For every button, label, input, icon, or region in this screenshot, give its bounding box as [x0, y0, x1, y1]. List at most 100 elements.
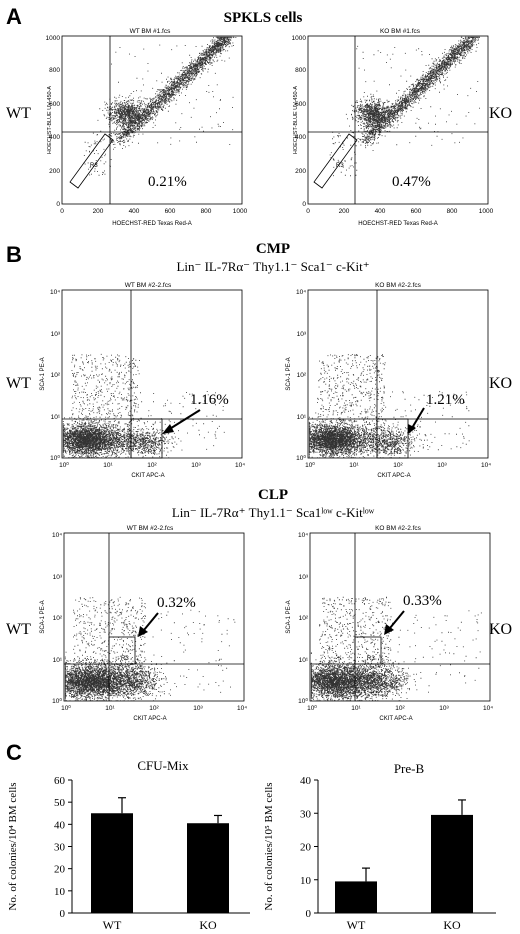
svg-text:10⁰: 10⁰ — [296, 454, 306, 462]
svg-text:10⁰: 10⁰ — [50, 454, 60, 462]
svg-text:10²: 10² — [297, 372, 307, 379]
x-axis-label: CKIT APC-A — [379, 716, 412, 722]
svg-text:10⁴: 10⁴ — [237, 705, 247, 712]
gate-percent: 1.16% — [190, 392, 229, 408]
svg-text:600: 600 — [295, 101, 306, 108]
gate-percent: 0.47% — [392, 174, 431, 190]
category-label: KO — [199, 918, 217, 932]
y-tick-label: 50 — [54, 797, 66, 809]
gate-percent: 0.33% — [403, 593, 442, 609]
panel-letter-a: A — [6, 4, 22, 29]
svg-text:0: 0 — [306, 208, 310, 215]
arrow-to-gate — [411, 407, 425, 429]
y-axis-label: SCA-1 PE-A — [286, 600, 292, 633]
category-label: WT — [103, 918, 122, 932]
clp-title: CLP — [258, 487, 288, 503]
gate-label: R3 — [394, 450, 402, 456]
plot-file-label: KO BM #2-2.fcs — [375, 525, 422, 532]
arrowhead — [384, 624, 394, 635]
panel-a-row-label-wt: WT — [6, 105, 31, 122]
y-tick-labels: 0 200 400 600 800 1000 — [46, 35, 61, 208]
y-axis-label: SCA-1 PE-A — [286, 357, 292, 390]
cmp-subtitle: Lin⁻ IL-7Rα⁻ Thy1.1⁻ Sca1⁻ c-Kit⁺ — [176, 259, 369, 274]
svg-text:400: 400 — [129, 208, 140, 215]
category-label: KO — [443, 918, 461, 932]
svg-text:10²: 10² — [393, 462, 403, 469]
svg-text:10¹: 10¹ — [351, 705, 361, 712]
svg-text:10³: 10³ — [439, 705, 449, 712]
gate-percent: 1.21% — [426, 392, 465, 408]
svg-text:1000: 1000 — [292, 35, 307, 42]
arrow-to-gate — [167, 409, 201, 431]
svg-text:200: 200 — [49, 168, 60, 175]
clp-subtitle: Lin⁻ IL-7Rα⁺ Thy1.1⁻ Sca1ˡᵒʷ c-Kitˡᵒʷ — [172, 505, 375, 520]
svg-text:10¹: 10¹ — [297, 414, 307, 421]
bar-chart-cfu-mix: CFU-Mix No. of colonies/10⁴ BM cells 0 10 20… — [7, 758, 250, 932]
svg-text:800: 800 — [49, 67, 60, 74]
gate-percent: 0.32% — [157, 595, 196, 611]
svg-text:10³: 10³ — [297, 331, 307, 338]
svg-text:10⁴: 10⁴ — [52, 532, 62, 539]
svg-text:0: 0 — [302, 201, 306, 208]
y-log-tick-labels: 10⁰ 10¹ 10² 10³ 10⁴ — [52, 532, 63, 705]
svg-text:10⁰: 10⁰ — [59, 461, 69, 469]
x-log-tick-labels: 10⁰ 10¹ 10² 10³ 10⁴ — [305, 461, 491, 469]
svg-text:200: 200 — [339, 208, 350, 215]
y-tick-labels: 0 200 400 600 800 1000 — [292, 35, 307, 208]
svg-text:10³: 10³ — [53, 574, 63, 581]
cmp-row-label-wt: WT — [6, 375, 31, 392]
y-tick-label: 10 — [300, 875, 312, 887]
bar-ko — [431, 814, 473, 913]
x-axis-label: HOECHST-RED Texas Red-A — [358, 221, 438, 227]
svg-text:10⁰: 10⁰ — [298, 697, 308, 705]
y-tick-label: 40 — [300, 775, 312, 787]
svg-text:10⁰: 10⁰ — [307, 704, 317, 712]
y-tick-label: 0 — [306, 908, 312, 920]
x-axis-label: HOECHST-RED Texas Red-A — [112, 221, 192, 227]
svg-text:10¹: 10¹ — [53, 657, 63, 664]
y-log-tick-labels: 10⁰ 10¹ 10² 10³ 10⁴ — [50, 289, 61, 462]
bar-wt — [335, 881, 377, 913]
plot-file-label: KO BM #2-2.fcs — [375, 282, 422, 289]
svg-text:600: 600 — [411, 208, 422, 215]
clp-row-label-ko: KO — [489, 621, 512, 638]
side-population-gate — [69, 133, 114, 189]
svg-text:10¹: 10¹ — [51, 414, 61, 421]
gate-label: R3 — [367, 656, 375, 662]
x-log-tick-labels: 10⁰ 10¹ 10² 10³ 10⁴ — [59, 461, 245, 469]
cmp-plot-wt: WT BM #2-2.fcs R3 1.16% SCA-1 PE-A CKIT … — [40, 282, 245, 479]
panel-a-title: SPKLS cells — [224, 10, 303, 26]
plot-file-label: WT BM #1.fcs — [130, 28, 171, 35]
svg-text:10³: 10³ — [191, 462, 201, 469]
panel-letter-b: B — [6, 242, 22, 267]
gate-label: R3 — [336, 163, 344, 169]
scatter-cloud — [308, 354, 470, 459]
svg-text:800: 800 — [201, 208, 212, 215]
svg-text:10¹: 10¹ — [349, 462, 359, 469]
clp-row-label-wt: WT — [6, 621, 31, 638]
y-tick-label: 30 — [54, 842, 66, 854]
svg-text:800: 800 — [295, 67, 306, 74]
scatter-cloud — [329, 36, 480, 177]
gate-label: R3 — [90, 163, 98, 169]
cmp-title: CMP — [256, 241, 290, 257]
gate-label: R3 — [121, 656, 129, 662]
bar-chart-pre-b: Pre-B No. of colonies/10⁵ BM cells 0 10 20 30… — [263, 761, 496, 932]
cmp-gate — [130, 418, 163, 459]
y-tick-label: 40 — [54, 819, 66, 831]
plot-frame — [61, 35, 243, 205]
svg-text:10⁴: 10⁴ — [50, 289, 60, 296]
svg-text:10⁴: 10⁴ — [483, 705, 493, 712]
svg-text:400: 400 — [295, 134, 306, 141]
x-axis-label: CKIT APC-A — [377, 473, 410, 479]
svg-text:10²: 10² — [395, 705, 405, 712]
svg-text:200: 200 — [295, 168, 306, 175]
y-tick-label: 20 — [300, 842, 312, 854]
clp-gate — [354, 636, 382, 665]
x-log-tick-labels: 10⁰ 10¹ 10² 10³ 10⁴ — [61, 704, 247, 712]
scatter-cloud — [310, 596, 482, 702]
arrowhead — [408, 424, 416, 434]
y-tick-label: 60 — [54, 775, 66, 787]
x-axis-label: CKIT APC-A — [131, 473, 164, 479]
